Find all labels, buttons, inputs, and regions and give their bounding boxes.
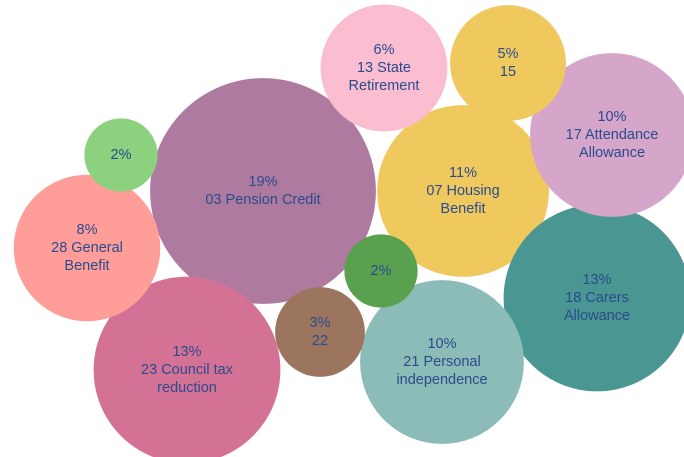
bubble: [150, 78, 376, 304]
label-group: 19% 03 Pension Credit: [178, 151, 348, 231]
category-label: 15: [499, 64, 517, 80]
bubble-label: 6% 13 State Retirement: [334, 28, 434, 108]
bubble: [320, 4, 448, 132]
value-label: 2%: [110, 147, 132, 163]
category-label: 07 Housing Benefit: [426, 183, 500, 217]
value-label: 10%: [427, 336, 457, 352]
category-label: 17 Attendance Allowance: [565, 127, 659, 161]
label-group: 2%: [96, 115, 146, 195]
value-label: 10%: [597, 109, 627, 125]
bubble-label: 10% 21 Personal independence: [382, 322, 502, 402]
bubble: [450, 5, 566, 121]
label-group: 3% 22: [290, 292, 350, 372]
value-label: 5%: [497, 46, 519, 62]
label-group: 10% 21 Personal independence: [382, 322, 502, 402]
bubble-label: 5%15: [478, 23, 538, 103]
category-label: 21 Personal independence: [396, 354, 488, 388]
bubble: [377, 105, 549, 277]
value-label: 19%: [248, 174, 278, 190]
bubble-label: 8% 28 General Benefit: [37, 208, 137, 288]
value-label: 13%: [172, 344, 202, 360]
value-label: 13%: [582, 272, 612, 288]
bubble: [530, 53, 684, 217]
bubble-label: 10% 17 Attendance Allowance: [547, 95, 677, 175]
category-label: 18 Carers Allowance: [563, 290, 631, 324]
value-label: 11%: [449, 165, 477, 181]
bubble: [360, 280, 524, 444]
category-label: 22: [311, 333, 329, 349]
value-label: 6%: [373, 42, 395, 58]
bubble-label: 19% 03 Pension Credit: [178, 151, 348, 231]
label-group: 2%: [356, 231, 406, 311]
label-group: 6% 13 State Retirement: [334, 28, 434, 108]
label-group: 8% 28 General Benefit: [37, 208, 137, 288]
value-label: 8%: [76, 222, 98, 238]
category-label: 28 General Benefit: [51, 240, 123, 274]
category-label: 13 State Retirement: [348, 60, 420, 94]
category-label: 03 Pension Credit: [205, 192, 321, 208]
category-label: 23 Council tax reduction: [141, 362, 233, 396]
label-group: 10% 17 Attendance Allowance: [547, 95, 677, 175]
bubble-label: 2%: [356, 231, 406, 311]
bubble: [344, 234, 418, 308]
bubble: [93, 276, 281, 457]
bubble: [503, 204, 684, 392]
label-group: 13% 23 Council tax reduction: [122, 330, 252, 410]
value-label: 3%: [309, 315, 331, 331]
label-group: 11% 07 Housing Benefit: [408, 151, 518, 231]
label-group: 5% 15: [478, 23, 538, 103]
bubble: [13, 174, 161, 322]
label-group: 13% 18 Carers Allowance: [542, 258, 652, 338]
bubble: [84, 118, 158, 192]
bubble-label: 2%: [96, 115, 146, 195]
bubble: [275, 287, 365, 377]
bubble-label: 13% 18 Carers Allowance: [542, 258, 652, 338]
bubble-label: 13% 23 Council tax reduction: [122, 330, 252, 410]
bubble-label: 11% 07 Housing Benefit: [408, 151, 518, 231]
value-label: 2%: [370, 263, 392, 279]
bubble-label: 3%22: [290, 292, 350, 372]
